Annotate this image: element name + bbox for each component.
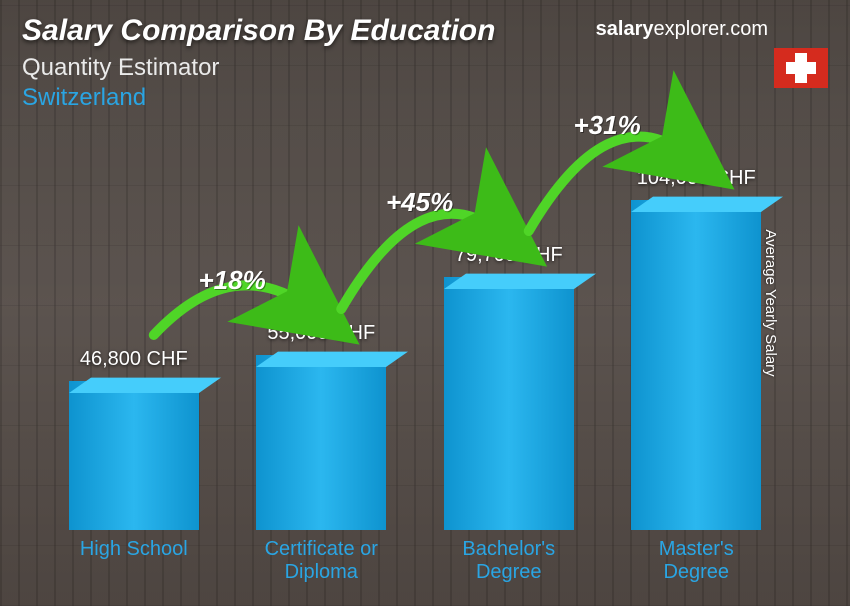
brand-logo: salaryexplorer.com <box>596 18 768 41</box>
brand-light: explorer.com <box>654 18 769 40</box>
subtitle: Quantity Estimator <box>22 54 828 82</box>
flag-icon <box>774 48 828 88</box>
increment-arc-icon <box>40 130 790 582</box>
bar-chart: 46,800 CHF 55,000 CHF 79,700 CHF 104,000… <box>40 130 790 582</box>
country-label: Switzerland <box>22 84 828 112</box>
increment-badge: +31% <box>574 110 641 141</box>
brand-bold: salary <box>596 18 654 40</box>
